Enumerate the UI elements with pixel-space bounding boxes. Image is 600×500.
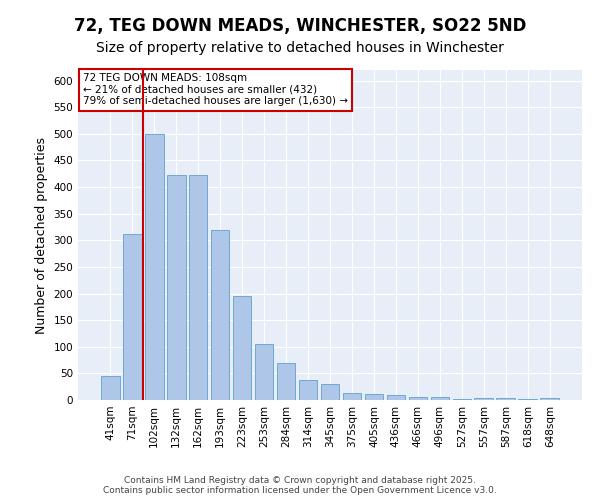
Text: Size of property relative to detached houses in Winchester: Size of property relative to detached ho… (96, 41, 504, 55)
Bar (123, 234, 142, 400)
Y-axis label: Number of detached properties: Number of detached properties (35, 136, 48, 334)
Bar (277, 362, 295, 400)
Text: 72, TEG DOWN MEADS, WINCHESTER, SO22 5ND: 72, TEG DOWN MEADS, WINCHESTER, SO22 5ND (74, 18, 526, 36)
Bar (409, 397, 427, 400)
Bar (496, 398, 515, 400)
Bar (189, 176, 208, 400)
Bar (431, 398, 449, 400)
Bar (475, 398, 493, 400)
Text: 72 TEG DOWN MEADS: 108sqm
← 21% of detached houses are smaller (432)
79% of semi: 72 TEG DOWN MEADS: 108sqm ← 21% of detac… (83, 74, 348, 106)
Bar (541, 398, 559, 400)
Text: Contains HM Land Registry data © Crown copyright and database right 2025.
Contai: Contains HM Land Registry data © Crown c… (103, 476, 497, 495)
Bar (365, 394, 383, 400)
Bar (167, 175, 185, 400)
Bar (320, 384, 340, 400)
Bar (211, 230, 229, 400)
Bar (233, 296, 251, 400)
Bar (386, 395, 405, 400)
Bar (255, 344, 274, 400)
Bar (343, 393, 361, 400)
Bar (145, 134, 164, 400)
Bar (101, 376, 119, 400)
Bar (299, 380, 317, 400)
